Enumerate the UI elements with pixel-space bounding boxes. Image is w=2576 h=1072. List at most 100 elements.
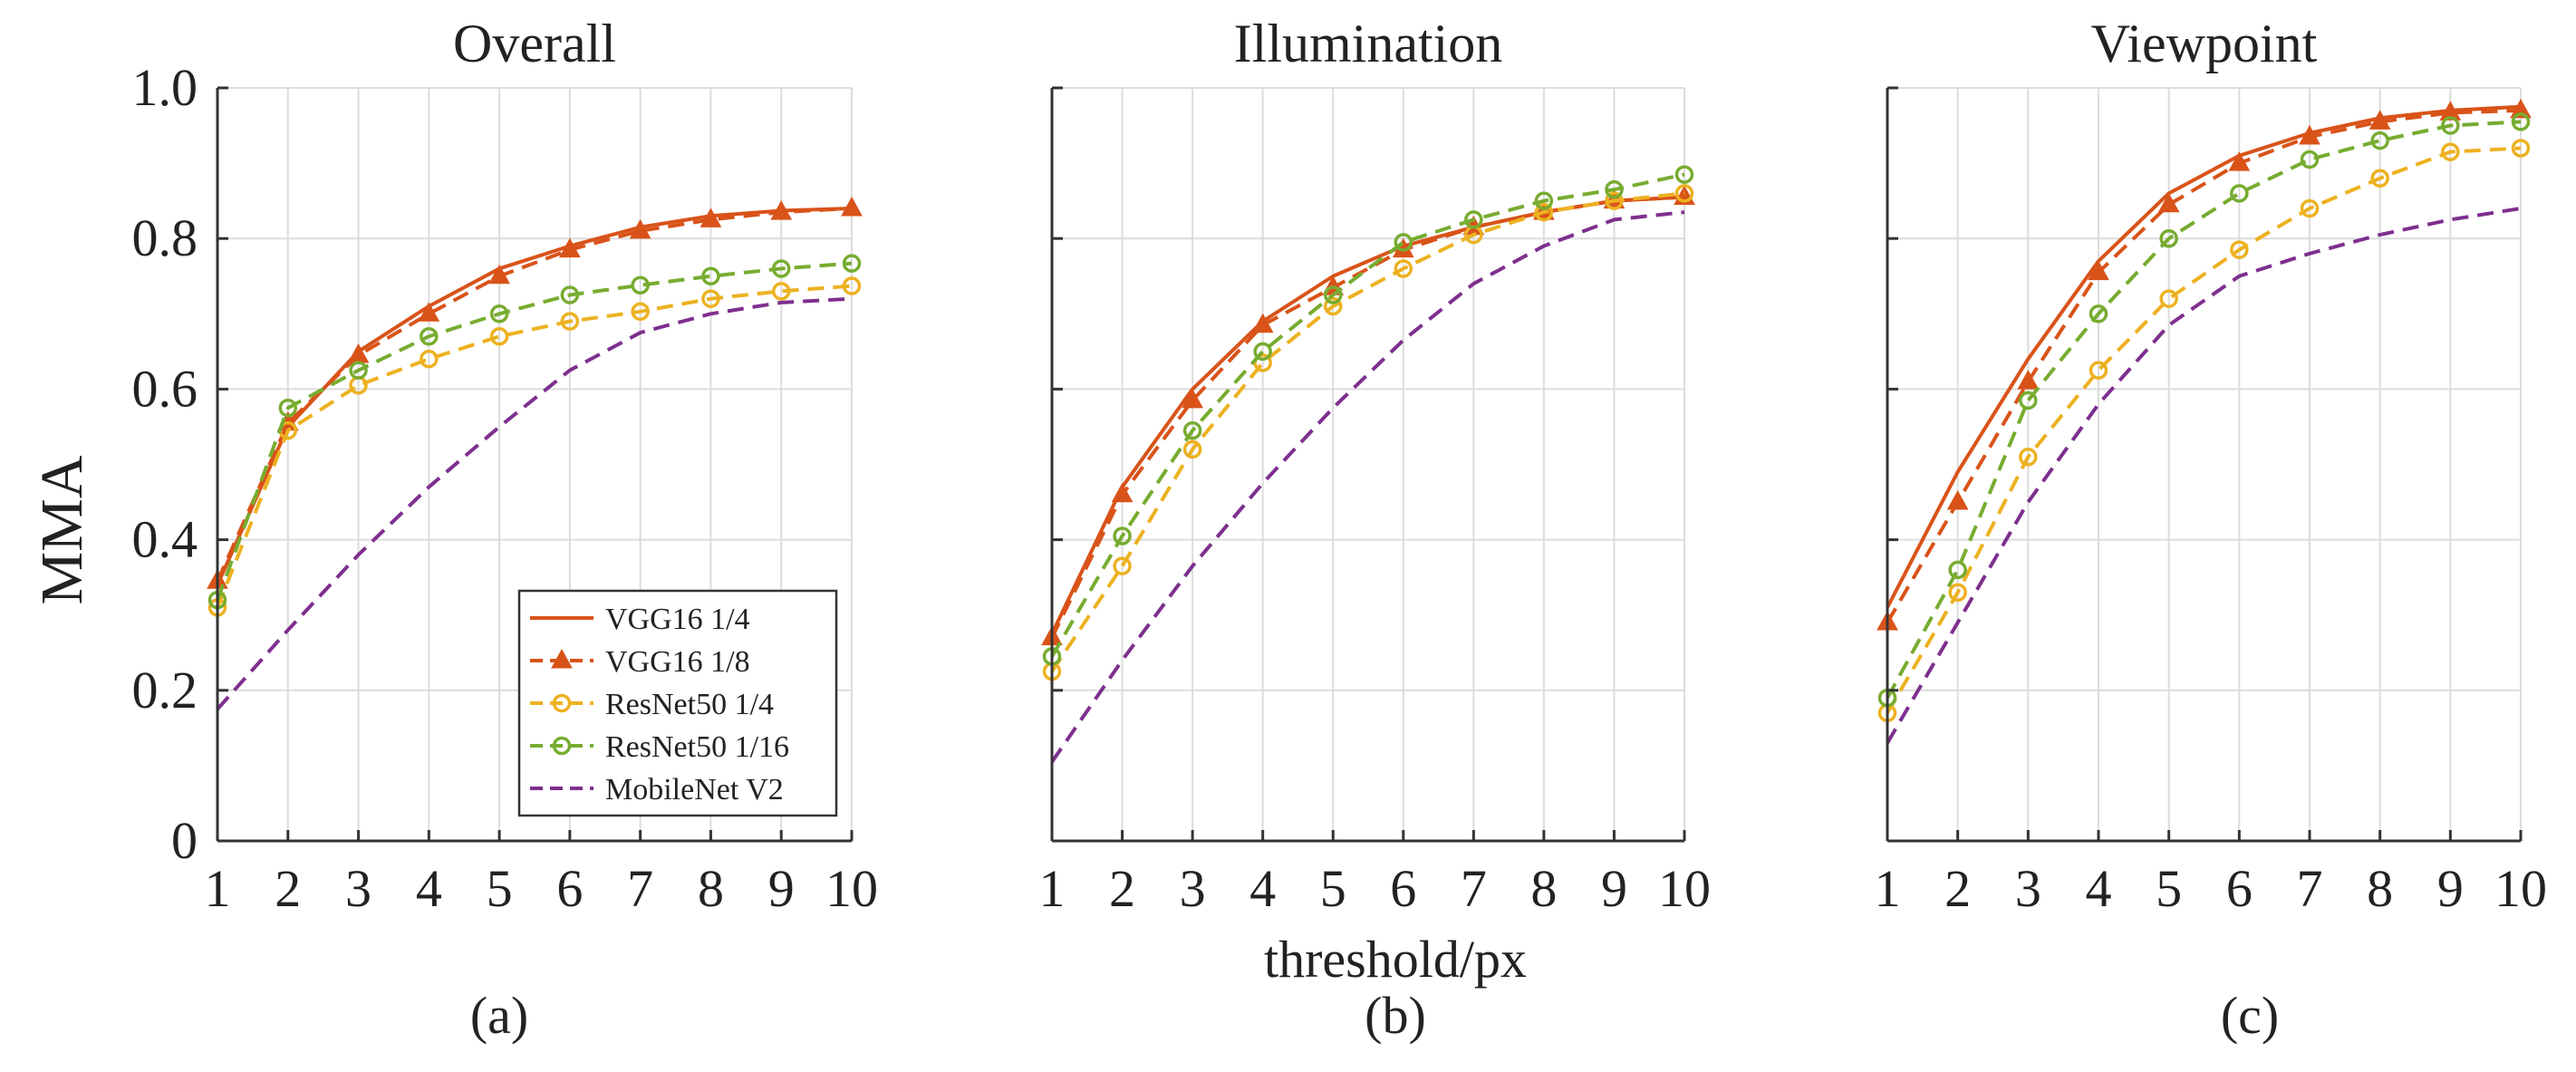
series-vgg16-1-4 (1886, 104, 2522, 609)
series-resnet50-1-16 (1042, 165, 1694, 666)
legend-entry: ResNet50 1/16 (530, 730, 789, 764)
series-mobilenet-v2 (216, 296, 853, 710)
data-point (1948, 583, 1967, 603)
x-tick-label: 10 (2494, 859, 2547, 918)
series-vgg16-1-4 (1050, 195, 1685, 635)
series-vgg16-1-8 (1041, 185, 1695, 646)
data-point (2441, 116, 2460, 135)
caption-a: (a) (470, 986, 528, 1045)
data-point (629, 218, 651, 239)
data-point (1946, 490, 1969, 510)
series-line (1050, 191, 1685, 673)
series-line (1886, 146, 2522, 714)
data-point (1182, 388, 1203, 409)
series-line (216, 261, 853, 601)
x-tick-label: 1 (1039, 859, 1066, 918)
y-tick-label: 0.2 (132, 661, 198, 719)
data-point (699, 208, 722, 227)
data-point (2441, 142, 2460, 161)
data-point (2299, 124, 2320, 145)
series-line (1050, 210, 1685, 763)
data-point (420, 326, 439, 346)
x-tick-label: 5 (487, 859, 513, 918)
legend-label: ResNet50 1/16 (605, 730, 789, 764)
data-point (2370, 130, 2389, 150)
data-point (2228, 151, 2251, 171)
x-tick-label: 1 (1875, 859, 1901, 918)
data-point (559, 237, 581, 258)
data-point (2510, 98, 2532, 119)
data-point (278, 398, 298, 418)
panel-2: 1 2 3 4 5 6 7 8 9 10 Illumination (1039, 14, 1712, 918)
series-line (1886, 104, 2522, 609)
series-resnet50-1-16 (1877, 112, 2531, 708)
data-point (1948, 560, 1967, 580)
legend-marker (552, 693, 572, 713)
x-tick-label: 9 (1601, 859, 1627, 918)
y-tick-label: 0 (171, 811, 198, 870)
x-tick-label: 10 (825, 859, 878, 918)
legend-label: VGG16 1/4 (605, 603, 750, 636)
data-point (2300, 150, 2320, 169)
data-point (2089, 304, 2108, 324)
x-tick-label: 8 (698, 859, 724, 918)
panel-title: Viewpoint (2091, 14, 2318, 73)
x-tick-label: 4 (1249, 859, 1276, 918)
data-point (1674, 184, 1694, 203)
x-tick-label: 2 (1109, 859, 1135, 918)
series-line (1886, 120, 2522, 700)
x-tick-label: 3 (1180, 859, 1206, 918)
data-point (1394, 259, 1413, 278)
data-point (1605, 191, 1624, 210)
series-resnet50-1-16 (207, 254, 862, 610)
data-point (349, 361, 368, 380)
data-point (560, 312, 580, 331)
data-point (488, 264, 510, 285)
data-point (1323, 285, 1343, 304)
legend-marker (552, 736, 572, 756)
series-vgg16-1-8 (207, 196, 863, 589)
caption-b: (b) (1365, 986, 1426, 1045)
x-tick-label: 9 (2437, 859, 2464, 918)
y-tick-label: 0.8 (132, 208, 198, 267)
data-point (770, 200, 793, 220)
data-point (2230, 184, 2249, 203)
data-point (420, 349, 439, 369)
data-point (489, 326, 509, 346)
grid (1051, 87, 1685, 842)
x-tick-label: 3 (345, 859, 371, 918)
legend-entry: MobileNet V2 (530, 773, 784, 806)
data-point (2019, 391, 2038, 410)
y-tick-label: 1.0 (132, 58, 198, 117)
x-tick-label: 2 (1944, 859, 1971, 918)
panel-1: 1 2 3 4 5 6 7 8 9 10 0 0.2 0.4 0.6 0.8 1.0 Overall (132, 14, 879, 918)
data-point (2088, 260, 2109, 281)
data-point (2230, 240, 2249, 259)
series-mobilenet-v2 (1050, 210, 1685, 763)
data-point (2511, 112, 2531, 131)
x-tick-label: 5 (2156, 859, 2182, 918)
series-line (1050, 172, 1685, 658)
data-point (2159, 228, 2178, 248)
panel-title: Overall (453, 14, 616, 73)
data-point (418, 302, 440, 322)
data-point (1605, 179, 1624, 199)
data-point (1534, 191, 1554, 210)
data-point (2370, 169, 2389, 188)
x-tick-label: 10 (1658, 859, 1711, 918)
data-point (2089, 361, 2108, 380)
data-point (631, 302, 650, 322)
x-tick-label: 3 (2015, 859, 2041, 918)
x-tick-label: 7 (627, 859, 653, 918)
data-point (842, 254, 862, 273)
data-point (1251, 313, 1274, 333)
data-point (771, 282, 791, 301)
series-line (1886, 108, 2522, 624)
data-point (2159, 289, 2178, 308)
panel-3: 1 2 3 4 5 6 7 8 9 10 Viewpoint (1875, 14, 2548, 918)
data-point (2369, 110, 2391, 130)
data-point (489, 304, 509, 324)
x-tick-label: 8 (1530, 859, 1557, 918)
legend-entry: ResNet50 1/4 (530, 688, 774, 721)
